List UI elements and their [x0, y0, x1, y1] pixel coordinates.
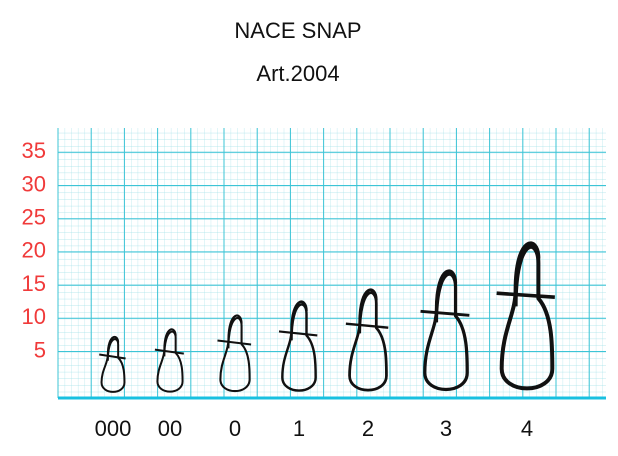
snap-bar: [99, 353, 126, 360]
y-tick-label: 10: [22, 304, 46, 329]
x-tick-label: 3: [440, 416, 452, 441]
snap-bar: [345, 322, 389, 329]
snap-bar: [496, 291, 555, 299]
y-tick-label: 15: [22, 271, 46, 296]
snap-bar: [154, 348, 184, 355]
snap: [281, 300, 317, 392]
chart-subtitle: Art.2004: [256, 61, 339, 86]
snap: [348, 288, 388, 392]
snap: [499, 241, 555, 391]
x-tick-label: 000: [95, 416, 132, 441]
x-tick-label: 4: [521, 416, 533, 441]
snap-bar: [420, 309, 470, 317]
x-tick-label: 0: [229, 416, 241, 441]
graph-paper: [58, 128, 606, 398]
y-tick-label: 25: [22, 205, 46, 230]
x-tick-label: 00: [158, 416, 182, 441]
snap: [156, 328, 184, 393]
y-tick-label: 5: [34, 337, 46, 362]
y-tick-label: 35: [22, 138, 46, 163]
snap-bar: [217, 339, 252, 346]
y-tick-label: 20: [22, 238, 46, 263]
x-tick-label: 1: [293, 416, 305, 441]
chart-title: NACE SNAP: [234, 18, 361, 43]
x-tick-label: 2: [362, 416, 374, 441]
snap: [100, 335, 126, 393]
snap-bar: [278, 330, 318, 337]
snap: [423, 269, 469, 392]
y-tick-label: 30: [22, 171, 46, 196]
snap: [219, 314, 251, 393]
